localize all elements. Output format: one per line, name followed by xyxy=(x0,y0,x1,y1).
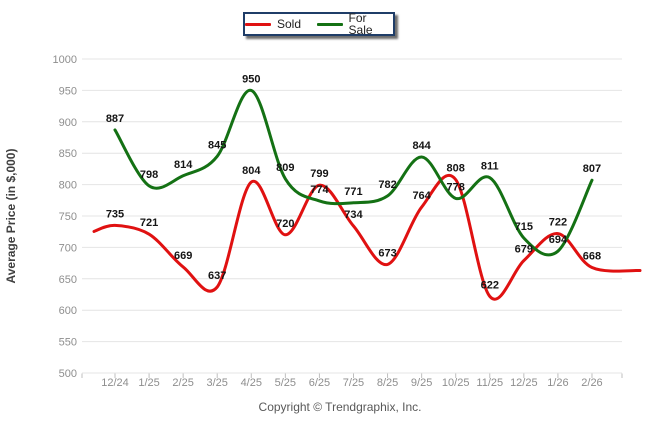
data-label: 774 xyxy=(310,184,329,196)
y-tick-label: 750 xyxy=(59,211,77,223)
data-label: 734 xyxy=(344,209,363,221)
data-label: 778 xyxy=(447,181,465,193)
y-tick-label: 700 xyxy=(59,242,77,254)
legend-label-for-sale: For Sale xyxy=(348,11,373,37)
y-tick-label: 500 xyxy=(59,368,77,380)
x-tick-label: 4/25 xyxy=(241,377,262,389)
x-tick-label: 3/25 xyxy=(206,377,227,389)
x-tick-label: 1/26 xyxy=(547,377,568,389)
sold-line-swatch-icon xyxy=(245,22,271,26)
data-label: 799 xyxy=(310,168,328,180)
x-tick-label: 6/25 xyxy=(309,377,330,389)
x-tick-label: 2/25 xyxy=(172,377,193,389)
data-label: 673 xyxy=(378,247,396,259)
legend-item-sold: Sold xyxy=(245,18,301,30)
data-label: 887 xyxy=(106,113,124,125)
x-tick-label: 5/25 xyxy=(275,377,296,389)
data-label: 950 xyxy=(242,73,260,85)
data-label: 715 xyxy=(515,221,533,233)
data-label: 804 xyxy=(242,165,261,177)
y-tick-label: 900 xyxy=(59,117,77,129)
data-label: 735 xyxy=(106,208,124,220)
data-label: 771 xyxy=(344,186,362,198)
data-label: 845 xyxy=(208,139,226,151)
data-label: 722 xyxy=(549,217,567,229)
sold-line xyxy=(92,173,642,301)
x-tick-label: 12/25 xyxy=(510,377,538,389)
data-label: 679 xyxy=(515,244,533,256)
data-label: 808 xyxy=(447,163,465,175)
legend-item-for-sale: For Sale xyxy=(317,12,393,36)
x-tick-label: 8/25 xyxy=(377,377,398,389)
y-tick-label: 800 xyxy=(59,180,77,192)
data-label: 622 xyxy=(481,279,499,291)
data-label: 809 xyxy=(276,162,294,174)
data-label: 669 xyxy=(174,250,192,262)
data-label: 814 xyxy=(174,159,193,171)
y-tick-label: 550 xyxy=(59,337,77,349)
data-label: 764 xyxy=(412,190,431,202)
y-tick-label: 1000 xyxy=(53,54,77,66)
copyright-text: Copyright © Trendgraphix, Inc. xyxy=(258,400,422,414)
y-tick-label: 600 xyxy=(59,305,77,317)
x-tick-label: 10/25 xyxy=(442,377,470,389)
y-tick-label: 950 xyxy=(59,85,77,97)
x-tick-label: 2/26 xyxy=(581,377,602,389)
x-tick-label: 12/24 xyxy=(101,377,129,389)
data-label: 798 xyxy=(140,169,158,181)
data-label: 668 xyxy=(583,250,601,262)
x-tick-label: 1/25 xyxy=(138,377,159,389)
for-sale-line xyxy=(113,88,594,257)
y-tick-label: 650 xyxy=(59,274,77,286)
data-label: 720 xyxy=(276,218,294,230)
data-label: 637 xyxy=(208,270,226,282)
data-label: 807 xyxy=(583,163,601,175)
legend-label-sold: Sold xyxy=(277,17,302,31)
legend: Sold For Sale xyxy=(243,12,395,36)
data-label: 782 xyxy=(378,179,396,191)
data-label: 721 xyxy=(140,217,158,229)
x-tick-label: 11/25 xyxy=(476,377,503,389)
y-tick-label: 850 xyxy=(59,148,77,160)
data-label: 811 xyxy=(481,161,499,173)
x-tick-label: 9/25 xyxy=(411,377,432,389)
for-sale-line-swatch-icon xyxy=(317,22,343,26)
data-label: 844 xyxy=(412,140,431,152)
data-label: 694 xyxy=(549,234,568,246)
x-tick-label: 7/25 xyxy=(343,377,364,389)
